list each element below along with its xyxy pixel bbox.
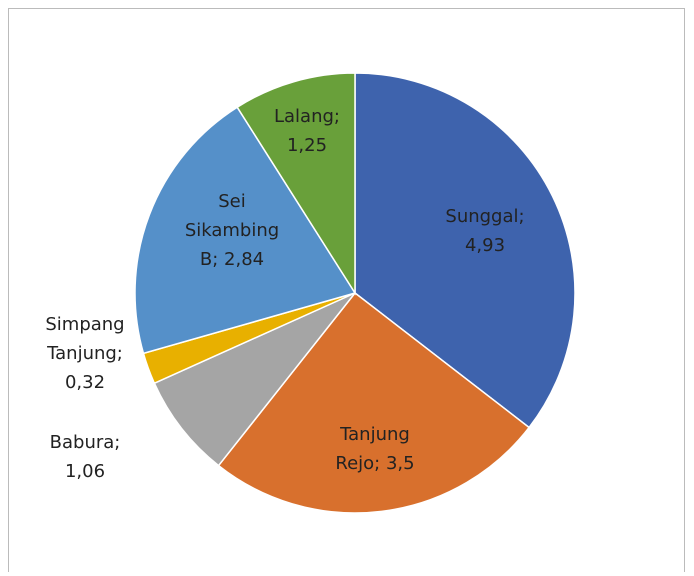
data-label: Tanjung Rejo; 3,5	[335, 424, 414, 474]
data-label: Babura; 1,06	[50, 432, 121, 482]
data-label: Sei Sikambing B; 2,84	[185, 191, 279, 270]
data-label: Simpang Tanjung; 0,32	[45, 314, 124, 393]
data-label: Lalang; 1,25	[274, 106, 340, 156]
pie-slice	[153, 292, 356, 467]
pie-slice	[354, 72, 576, 429]
pie-slice	[236, 72, 356, 296]
data-label: Sunggal; 4,93	[445, 206, 524, 256]
pie-slice	[217, 291, 531, 514]
pie-slice	[134, 106, 357, 355]
